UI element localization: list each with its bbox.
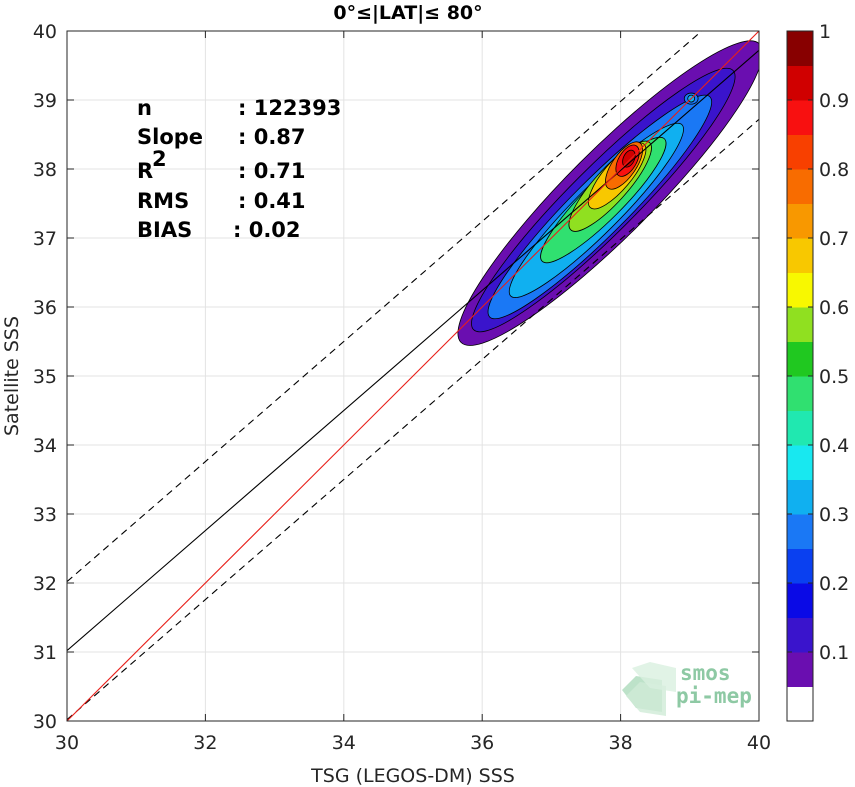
colorbar-segment bbox=[787, 686, 813, 722]
grid bbox=[66, 30, 760, 722]
y-tick-label: 32 bbox=[33, 573, 57, 595]
colorbar-tick-label: 0.1 bbox=[819, 642, 849, 664]
colorbar-tick-label: 0.4 bbox=[819, 435, 849, 457]
y-axis-label: Satellite SSS bbox=[1, 316, 23, 436]
stat-label: BIAS bbox=[137, 218, 192, 242]
y-tick-label: 35 bbox=[33, 366, 57, 388]
fit-lower-dashed-line bbox=[67, 118, 759, 721]
colorbar-segment bbox=[787, 65, 813, 101]
colorbar-segment bbox=[787, 514, 813, 549]
logo-text-line1: smos bbox=[680, 661, 731, 685]
identity-line bbox=[67, 31, 759, 721]
y-tick-label: 40 bbox=[33, 21, 57, 43]
stat-label: RMS bbox=[137, 189, 189, 213]
colorbar-tick-label: 0.9 bbox=[819, 90, 849, 112]
colorbar-segment bbox=[787, 272, 813, 308]
colorbar: 0.1 0.2 0.3 0.4 0.5 0.6 0.7 0.8 0.9 1 bbox=[786, 21, 849, 722]
density-contours bbox=[457, 40, 759, 346]
y-tick-label: 39 bbox=[33, 90, 57, 112]
x-tick-label: 40 bbox=[747, 732, 771, 754]
colorbar-tick-label: 0.3 bbox=[819, 504, 849, 526]
colorbar-segment bbox=[787, 100, 813, 135]
stat-label: n bbox=[137, 96, 152, 120]
colorbar-segment bbox=[787, 617, 813, 653]
colorbar-segment bbox=[787, 134, 813, 170]
colorbar-segment bbox=[787, 341, 813, 377]
colorbar-tick-label: 0.5 bbox=[819, 366, 849, 388]
colorbar-tick-label: 0.6 bbox=[819, 297, 849, 319]
axis-ticks: 30 32 34 36 38 40 30 31 32 33 34 35 36 37 38 39 40 bbox=[33, 21, 771, 754]
colorbar-tick-label: 1 bbox=[819, 21, 831, 43]
y-tick-label: 37 bbox=[33, 228, 57, 250]
stat-value: : 0.87 bbox=[238, 125, 306, 149]
y-tick-label: 30 bbox=[33, 711, 57, 733]
fit-upper-dashed-line bbox=[67, 31, 703, 583]
colorbar-segment bbox=[787, 410, 813, 446]
colorbar-segment bbox=[787, 31, 813, 66]
fit-line bbox=[67, 49, 759, 652]
stat-value: : 0.41 bbox=[238, 189, 306, 213]
colorbar-segment bbox=[787, 238, 813, 273]
x-axis-label: TSG (LEGOS-DM) SSS bbox=[310, 765, 515, 787]
x-tick-label: 34 bbox=[332, 732, 356, 754]
colorbar-tick-label: 0.7 bbox=[819, 228, 849, 250]
y-tick-label: 33 bbox=[33, 504, 57, 526]
colorbar-segment bbox=[787, 583, 813, 618]
stat-label: R bbox=[137, 159, 153, 183]
stat-value: : 122393 bbox=[238, 96, 341, 120]
colorbar-segment bbox=[787, 445, 813, 480]
y-tick-label: 34 bbox=[33, 435, 57, 457]
reference-lines bbox=[67, 31, 759, 721]
x-tick-label: 32 bbox=[193, 732, 217, 754]
colorbar-segment bbox=[787, 307, 813, 342]
colorbar-segment bbox=[787, 652, 813, 687]
statistics-panel: n : 122393 Slope : 0.87 R2 : 0.71 RMS : 0.41 BIA… bbox=[137, 96, 341, 242]
y-tick-label: 31 bbox=[33, 642, 57, 664]
colorbar-segment bbox=[787, 203, 813, 239]
colorbar-segment bbox=[787, 479, 813, 515]
x-tick-label: 36 bbox=[470, 732, 494, 754]
colorbar-segment bbox=[787, 169, 813, 204]
logo-mark bbox=[622, 662, 676, 716]
y-tick-label: 36 bbox=[33, 297, 57, 319]
colorbar-segment bbox=[787, 376, 813, 411]
stat-superscript: 2 bbox=[152, 147, 167, 171]
stat-value: : 0.71 bbox=[238, 159, 306, 183]
colorbar-tick-label: 0.8 bbox=[819, 159, 849, 181]
x-tick-label: 30 bbox=[55, 732, 79, 754]
smos-pi-mep-logo: smos pi-mep bbox=[622, 661, 752, 716]
x-tick-label: 38 bbox=[609, 732, 633, 754]
logo-text-line2: pi-mep bbox=[676, 684, 752, 708]
stat-value: : 0.02 bbox=[233, 218, 301, 242]
colorbar-segment bbox=[787, 548, 813, 584]
stat-label: Slope bbox=[137, 125, 203, 149]
chart-title: 0°≤|LAT|≤ 80° bbox=[333, 2, 482, 24]
colorbar-tick-label: 0.2 bbox=[819, 573, 849, 595]
y-tick-label: 38 bbox=[33, 159, 57, 181]
